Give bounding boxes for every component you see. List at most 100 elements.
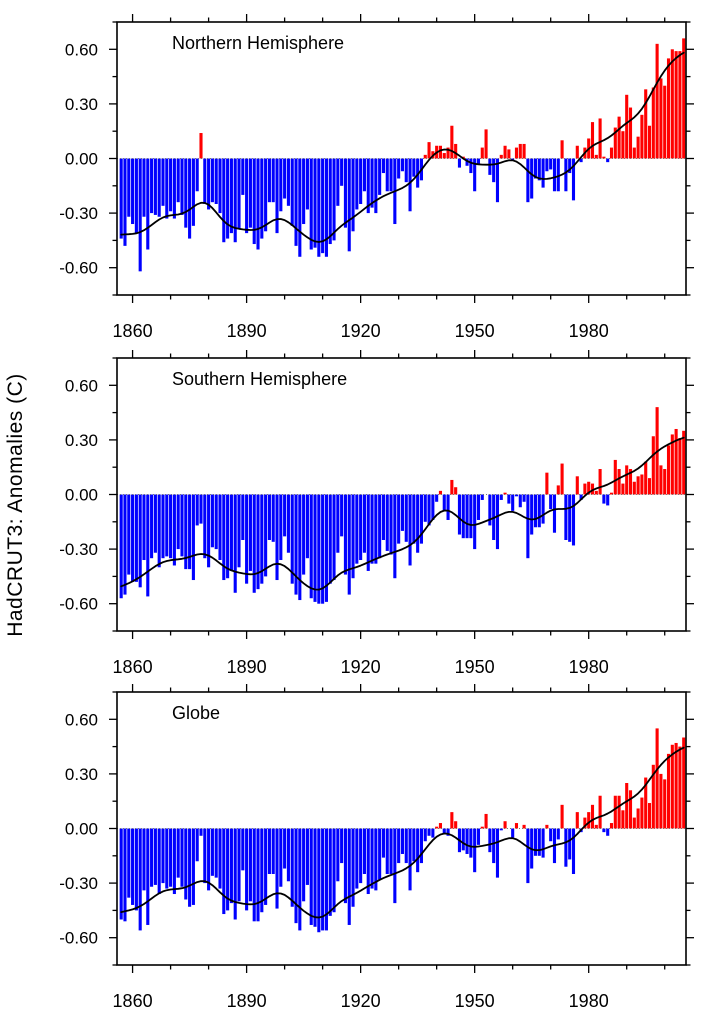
anomaly-bar: [359, 494, 363, 561]
anomaly-bar: [651, 436, 655, 495]
anomaly-bar: [537, 158, 541, 181]
anomaly-bar: [602, 156, 606, 159]
anomaly-bar: [575, 145, 579, 159]
anomaly-bar: [351, 494, 355, 579]
y-tick-label: 0.60: [65, 40, 98, 59]
anomaly-bar: [644, 89, 648, 159]
anomaly-bar: [146, 494, 150, 597]
anomaly-bar: [286, 494, 290, 553]
y-tick-label: 0.30: [65, 765, 98, 784]
anomaly-bar: [628, 469, 633, 495]
anomaly-bar: [347, 158, 351, 252]
panel-title-globe: Globe: [172, 703, 221, 723]
anomaly-bar: [127, 158, 131, 217]
anomaly-bar: [123, 828, 127, 922]
x-tick-label: 1890: [227, 321, 267, 341]
anomaly-bar: [237, 494, 241, 568]
anomaly-bar: [674, 742, 678, 829]
anomaly-bar: [590, 804, 595, 829]
anomaly-bar: [378, 494, 382, 559]
anomaly-bar: [256, 494, 260, 590]
anomaly-bar: [313, 828, 317, 927]
anomaly-bar: [659, 773, 663, 829]
panel-title-northern-hemisphere: Northern Hemisphere: [172, 33, 345, 53]
anomaly-bar: [393, 494, 397, 579]
anomaly-bar: [378, 828, 382, 880]
anomaly-bar: [336, 828, 340, 882]
anomaly-bar: [488, 828, 492, 853]
anomaly-bar: [397, 828, 401, 864]
anomaly-bar: [499, 494, 503, 500]
anomaly-bar: [522, 824, 526, 829]
anomaly-bar: [663, 85, 667, 159]
anomaly-bar: [404, 158, 408, 183]
anomaly-bar: [172, 494, 176, 566]
anomaly-bar: [628, 790, 633, 829]
anomaly-bar: [670, 49, 674, 159]
anomaly-bar: [670, 744, 674, 829]
anomaly-bar: [617, 469, 621, 495]
anomaly-bar: [423, 154, 427, 159]
anomaly-bar: [279, 828, 283, 887]
anomaly-bar: [385, 828, 389, 874]
anomaly-bar: [541, 494, 545, 524]
anomaly-bar: [663, 779, 667, 829]
anomaly-bar: [347, 828, 351, 925]
anomaly-bar: [397, 494, 401, 544]
anomaly-bar: [621, 810, 625, 829]
anomaly-bar: [355, 828, 359, 889]
anomaly-bar: [514, 823, 519, 829]
anomaly-bar: [678, 51, 682, 159]
anomaly-bar: [176, 494, 180, 550]
anomaly-bar: [313, 494, 317, 602]
anomaly-bar: [214, 828, 218, 878]
anomaly-bar: [484, 129, 488, 159]
anomaly-bar: [606, 158, 610, 163]
anomaly-bar: [241, 494, 245, 540]
anomaly-bar: [442, 828, 446, 834]
x-tick-label: 1950: [455, 321, 495, 341]
anomaly-bar: [647, 478, 652, 495]
anomaly-bar: [549, 494, 553, 510]
anomaly-bar: [195, 828, 199, 862]
y-tick-label: -0.60: [59, 595, 98, 614]
anomaly-bar: [313, 158, 317, 248]
anomaly-bar: [203, 828, 207, 884]
anomaly-bar: [298, 158, 302, 257]
anomaly-bar: [359, 828, 363, 884]
anomaly-bar: [514, 147, 519, 159]
anomaly-bar: [218, 828, 222, 889]
anomaly-bar: [134, 158, 138, 234]
anomaly-bar: [628, 107, 633, 159]
anomaly-bar: [119, 158, 123, 239]
anomaly-bar: [305, 158, 309, 210]
x-tick-label: 1920: [341, 991, 381, 1011]
anomaly-bar: [625, 465, 629, 495]
anomaly-bar: [556, 828, 560, 840]
anomaly-bar: [165, 828, 169, 889]
anomaly-bar: [556, 485, 560, 495]
anomaly-bar: [609, 823, 614, 829]
y-tick-label: -0.30: [59, 204, 98, 223]
anomaly-bar: [583, 817, 587, 829]
anomaly-bar: [640, 474, 644, 495]
anomaly-bar: [465, 494, 469, 539]
anomaly-bar: [476, 494, 481, 520]
anomaly-bar: [488, 494, 492, 526]
anomaly-bar: [237, 158, 241, 230]
anomaly-bar: [575, 476, 579, 495]
anomaly-bar: [495, 828, 500, 878]
anomaly-bar: [374, 158, 378, 214]
anomaly-bar: [632, 817, 636, 829]
anomaly-bar: [321, 828, 325, 931]
anomaly-bar: [233, 828, 237, 920]
anomaly-bar: [169, 494, 173, 559]
anomaly-bar: [180, 828, 184, 887]
anomaly-bar: [283, 494, 287, 537]
anomaly-bar: [442, 494, 446, 511]
anomaly-bar: [476, 158, 481, 164]
anomaly-bar: [609, 147, 614, 159]
anomaly-bar: [427, 142, 431, 159]
anomaly-bar: [571, 494, 576, 546]
